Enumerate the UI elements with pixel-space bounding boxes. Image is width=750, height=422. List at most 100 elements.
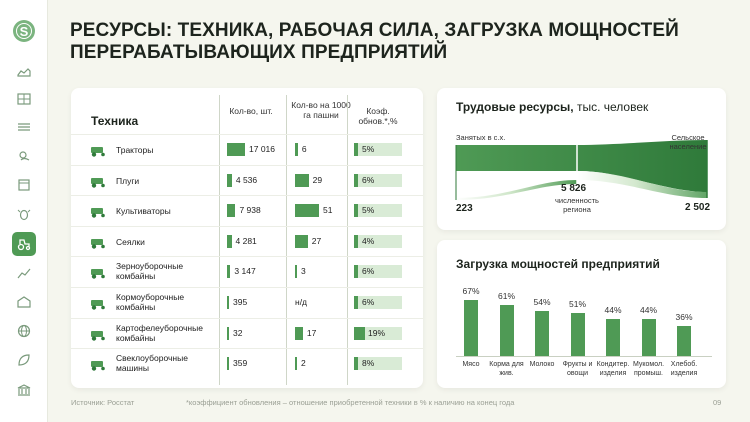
map-icon[interactable] <box>14 63 34 83</box>
renew-bar <box>354 357 358 371</box>
load-bar-value: 44% <box>639 305 657 316</box>
combine-icon <box>88 328 110 341</box>
renew-bar <box>354 265 358 279</box>
tractor-icon[interactable] <box>12 232 36 256</box>
sidebar: S <box>0 0 48 422</box>
right-value: 2 502 <box>685 202 711 213</box>
row-name: Зерноуборочные комбайны <box>116 261 184 282</box>
count-value: 17 016 <box>249 144 275 154</box>
load-bar-label: Фрукты и овощи <box>562 361 593 377</box>
field-icon[interactable] <box>14 117 34 137</box>
labor-card: Трудовые ресурсы, тыс. человек Занятых в… <box>437 88 726 230</box>
per1000-value: н/д <box>295 297 308 307</box>
per1000-bar <box>295 173 309 187</box>
count-value: 3 147 <box>234 266 256 277</box>
cultivator-icon <box>88 205 110 218</box>
count-bar <box>227 204 236 218</box>
row-name: Кормоуборочные комбайны <box>116 292 185 312</box>
table-row: Культиваторы 7 938 51 5% <box>71 195 423 225</box>
table-row: Кормоуборочные комбайны 395 н/д 6% <box>71 287 423 317</box>
mid-label: численность региона <box>555 196 599 214</box>
table-row: Зерноуборочные комбайны 3 147 3 6% <box>71 256 423 286</box>
per1000-bar <box>295 357 297 371</box>
load-bar-value: 36% <box>675 311 693 322</box>
count-bar <box>227 173 232 187</box>
bar-track <box>354 357 402 371</box>
logo[interactable]: S <box>13 20 35 42</box>
flow-band-main <box>456 140 707 192</box>
count-value: 395 <box>233 297 248 307</box>
combine-icon <box>88 358 110 371</box>
per1000-bar <box>295 234 308 248</box>
leaf-icon[interactable] <box>14 350 34 370</box>
load-bar-label: Корма для жив. <box>489 361 524 377</box>
table-row: Картофелеуборочные комбайны 32 17 19% <box>71 317 423 348</box>
table-row: Плуги 4 536 29 6% <box>71 164 423 195</box>
per1000-bar <box>295 265 297 279</box>
load-bar-label: Кондитер. изделия <box>596 361 630 377</box>
divider <box>347 95 348 385</box>
table-header: Техника Кол-во, шт. Кол-во на 1000 га па… <box>71 96 423 141</box>
tractor-icon <box>88 144 110 157</box>
count-value: 359 <box>233 358 248 369</box>
bank-icon[interactable] <box>14 380 34 400</box>
left-value: 223 <box>456 203 473 214</box>
combine-icon <box>88 266 110 280</box>
renew-bar <box>354 234 358 248</box>
load-bar <box>570 313 585 356</box>
per1000-value: 17 <box>306 327 317 338</box>
col-count-header: Кол-во, шт. <box>229 106 273 116</box>
combine-icon <box>88 297 110 310</box>
renew-value: 8% <box>362 358 375 369</box>
labor-title-unit: тыс. человек <box>573 100 649 114</box>
bar-track <box>354 143 402 156</box>
row-name: Плуги <box>116 175 140 186</box>
bar-track <box>354 265 402 279</box>
bar-track <box>354 204 402 218</box>
chart-icon[interactable] <box>14 263 34 283</box>
flow-band-rural <box>577 171 707 198</box>
load-bar-value: 51% <box>568 299 586 310</box>
load-bar-label: Молоко <box>529 361 555 368</box>
per1000-value: 29 <box>312 174 323 185</box>
load-card: Загрузка мощностей предприятий 67% Мясо 61… <box>437 240 726 388</box>
count-value: 32 <box>233 327 243 338</box>
calendar-icon[interactable] <box>14 175 34 195</box>
table-row: Сеялки 4 281 27 4% <box>71 225 423 256</box>
renew-bar <box>354 326 365 340</box>
load-bar <box>464 300 478 356</box>
renew-bar <box>354 173 358 187</box>
count-bar <box>227 234 232 248</box>
row-name: Сеялки <box>116 236 145 247</box>
per1000-value: 3 <box>301 266 306 277</box>
weather-icon[interactable] <box>14 146 34 166</box>
labor-flow-diagram <box>455 140 708 200</box>
globe-icon[interactable] <box>14 321 34 341</box>
right-label: Сельское население <box>669 133 707 151</box>
bug-icon[interactable] <box>14 204 34 224</box>
load-bar-label: Хлебоб. изделия <box>670 361 698 377</box>
bar-track <box>354 173 402 187</box>
load-bar <box>535 310 549 356</box>
renew-value: 6% <box>362 174 375 185</box>
table-icon[interactable] <box>14 89 34 109</box>
row-name: Свеклоуборочные машины <box>116 353 188 374</box>
load-bar-value: 44% <box>604 305 622 316</box>
col-per1000-header: Кол-во на 1000 га пашни <box>291 100 351 120</box>
bar-track <box>354 326 402 340</box>
table-title: Техника <box>91 114 139 128</box>
plow-icon <box>88 175 110 188</box>
bar-track <box>354 234 402 248</box>
per1000-bar <box>295 143 298 156</box>
col-renew-header: Коэф. обнов.*,% <box>358 106 398 126</box>
count-bar <box>227 143 245 156</box>
per1000-bar <box>295 204 319 218</box>
count-bar <box>227 296 229 309</box>
load-bar-label: Мясо <box>462 361 480 368</box>
load-bar <box>677 325 691 356</box>
renew-bar <box>354 143 358 156</box>
count-bar <box>227 326 229 340</box>
renew-value: 19% <box>368 327 386 338</box>
warehouse-icon[interactable] <box>14 292 34 312</box>
per1000-bar <box>295 326 303 340</box>
